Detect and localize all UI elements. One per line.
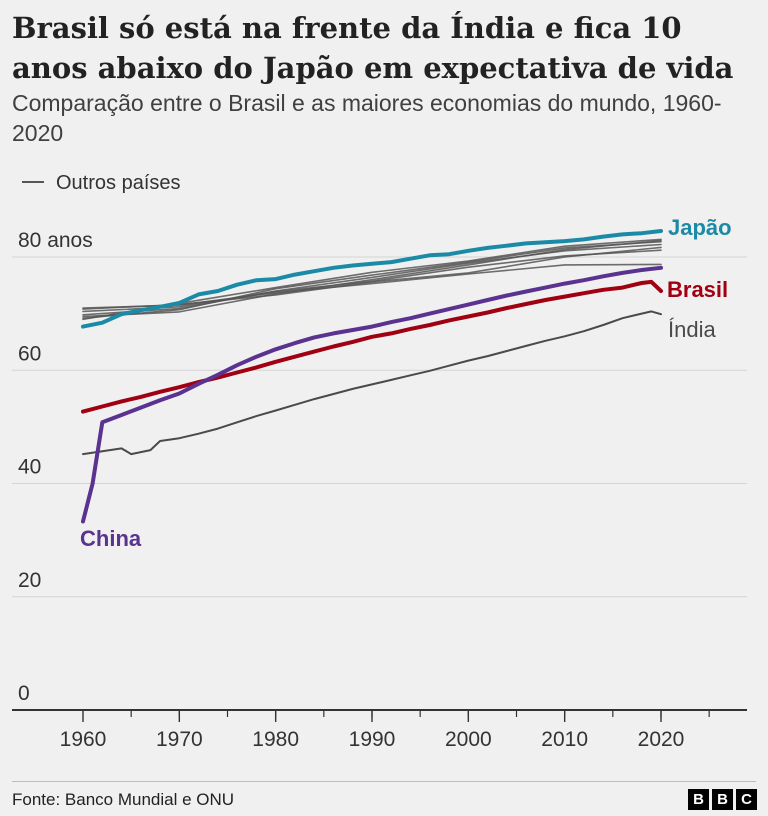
life-expectancy-line-chart: 0 20 40 60 80 anos 1960 1970 1980 1990 2000 2010 20… xyxy=(12,172,747,751)
series-line-india xyxy=(82,310,662,456)
series-line-other-country xyxy=(82,239,662,318)
bbc-logo: B B C xyxy=(688,789,757,810)
series-label-china: China xyxy=(80,526,142,551)
y-tick-label: 0 xyxy=(18,682,30,705)
footer-divider xyxy=(12,781,756,782)
y-tick-label: 80 anos xyxy=(18,229,93,252)
series-label-brasil: Brasil xyxy=(667,277,728,302)
series-label-japao: Japão xyxy=(668,215,732,240)
series-line-other-country xyxy=(82,243,662,316)
bbc-logo-letter: B xyxy=(712,789,733,810)
x-tick-label: 1990 xyxy=(349,728,396,751)
x-tick-label: 2010 xyxy=(541,728,588,751)
series-line-japao xyxy=(81,229,663,329)
x-tick-label: 1970 xyxy=(156,728,203,751)
series-line-other-country xyxy=(82,263,662,309)
series-line-brasil xyxy=(81,279,663,414)
y-tick-label: 40 xyxy=(18,456,41,479)
x-tick-label: 2000 xyxy=(445,728,492,751)
chart-subtitle: Comparação entre o Brasil e as maiores e… xyxy=(12,90,722,146)
series-label-india: Índia xyxy=(668,317,716,342)
y-tick-label: 60 xyxy=(18,342,41,365)
x-tick-label: 2020 xyxy=(638,728,685,751)
x-tick-label: 1980 xyxy=(252,728,299,751)
series-line-other-country xyxy=(82,240,662,319)
y-tick-label: 20 xyxy=(18,569,41,592)
x-tick-label: 1960 xyxy=(60,728,107,751)
series-line-china xyxy=(81,265,663,524)
bbc-logo-letter: C xyxy=(736,789,757,810)
source-note: Fonte: Banco Mundial e ONU xyxy=(12,790,235,809)
bbc-logo-letter: B xyxy=(688,789,709,810)
chart-title: Brasil só está na frente da Índia e fica… xyxy=(12,11,734,85)
legend-label: Outros países xyxy=(56,172,181,194)
